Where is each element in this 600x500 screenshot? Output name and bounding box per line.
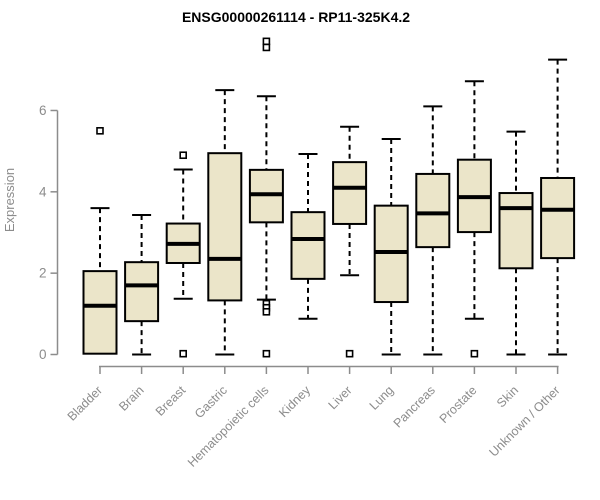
outlier-point (262, 349, 271, 358)
iqr-box (415, 172, 451, 249)
box-liver (332, 125, 368, 358)
iqr-box (124, 261, 160, 323)
box-lung (373, 137, 409, 356)
box-bladder (82, 127, 118, 355)
x-tick-label-lung: Lung (367, 383, 397, 413)
x-tick-label-pancreas: Pancreas (391, 383, 438, 430)
iqr-box (332, 161, 368, 225)
outlier-point (179, 349, 187, 358)
y-tick-label: 2 (39, 266, 47, 281)
iqr-box (498, 192, 534, 270)
y-tick-label: 6 (39, 103, 47, 118)
box-prostate (456, 80, 492, 358)
iqr-box (82, 270, 118, 355)
y-axis-label: Expression (2, 168, 17, 232)
iqr-box (290, 211, 326, 280)
box-brain (124, 214, 160, 356)
x-tick-label-bladder: Bladder (65, 383, 105, 423)
outlier-point (470, 349, 479, 358)
x-tick-label-breast: Breast (153, 383, 189, 419)
box-gastric (207, 89, 243, 356)
x-tick-label-brain: Brain (116, 383, 147, 414)
outlier-point (345, 349, 354, 358)
box-kidney (290, 152, 326, 320)
outlier-point (262, 37, 271, 46)
outlier-point (262, 43, 271, 52)
box-pancreas (415, 105, 451, 356)
x-tick-label-gastric: Gastric (192, 383, 230, 421)
box-breast (165, 151, 201, 358)
x-tick-label-prostate: Prostate (437, 383, 480, 426)
box-hematopoietic-cells (248, 37, 284, 358)
outlier-point (96, 127, 104, 135)
iqr-box (207, 152, 243, 302)
y-tick-label: 0 (39, 347, 47, 362)
outlier-point (262, 307, 271, 316)
box-skin (498, 130, 534, 356)
x-tick-label-hematopoietic-cells: Hematopoietic cells (185, 383, 272, 470)
x-tick-label-kidney: Kidney (276, 383, 313, 420)
box-unknown-other (540, 58, 576, 356)
x-tick-label-unknown-other: Unknown / Other (486, 383, 562, 459)
iqr-box (540, 176, 576, 260)
chart-title: ENSG00000261114 - RP11-325K4.2 (182, 9, 410, 25)
plot-area: 0 2 4 6 Bladder Brain Breast GastricHematopoiet… (39, 37, 576, 470)
outlier-point (179, 151, 187, 160)
x-tick-label-skin: Skin (494, 383, 521, 410)
y-tick-label: 4 (39, 184, 47, 199)
x-tick-label-liver: Liver (326, 383, 355, 412)
